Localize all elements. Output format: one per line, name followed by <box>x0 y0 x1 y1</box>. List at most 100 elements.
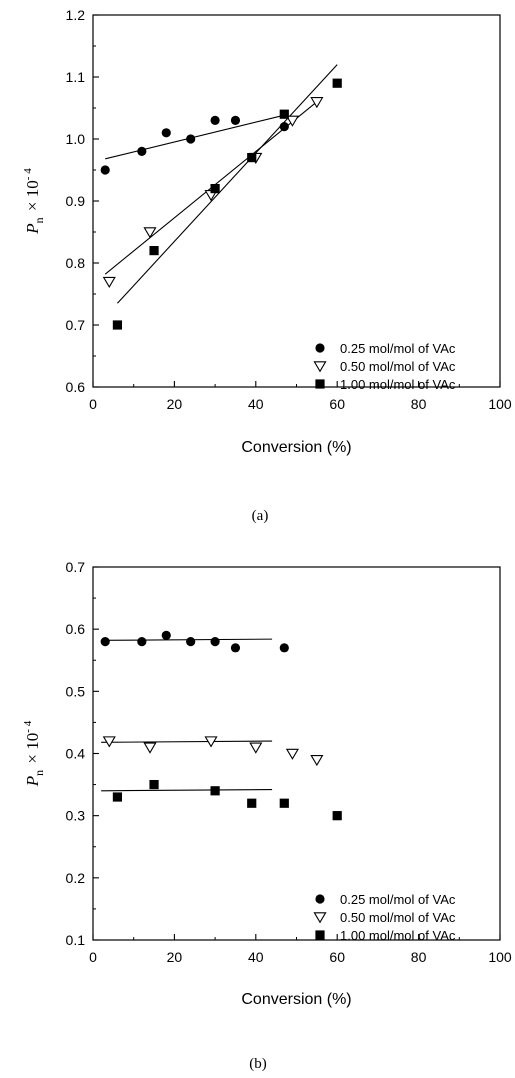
chart-b-series-2 <box>102 736 324 767</box>
chart-a-y-tick-label: 1.0 <box>66 131 86 147</box>
chart-a-y-tick-label: 0.6 <box>66 379 86 395</box>
chart-a-legend-marker-1 <box>315 343 325 353</box>
chart-a-series-3 <box>112 78 342 330</box>
chart-a-fit-line-3 <box>117 64 338 304</box>
chart-b-x-tick-label: 0 <box>89 949 97 965</box>
chart-b-y-tick-label: 0.3 <box>66 808 86 824</box>
chart-b-data-point <box>285 748 299 760</box>
chart-a-x-tick-label: 60 <box>329 396 345 412</box>
chart-a-data-point <box>112 320 123 330</box>
chart-a-x-axis-label: Conversion (%) <box>241 439 351 456</box>
chart-b-y-tick-label: 0.1 <box>66 932 86 948</box>
chart-a-y-label-symbol: P <box>23 223 42 234</box>
chart-a-data-point <box>332 78 342 88</box>
chart-a-legend-entry-1: 0.25 mol/mol of VAc <box>340 341 456 356</box>
chart-b: 0 20 40 60 80 100 0.1 0.2 0.3 0.4 0.5 0.6 0.7 Convers… <box>22 559 512 1008</box>
chart-a-data-point <box>230 115 241 125</box>
chart-a-legend-marker-2 <box>313 361 327 373</box>
chart-a-data-point <box>285 115 299 127</box>
chart-a-y-tick-label: 1.2 <box>66 7 86 23</box>
chart-b-fit-line-3 <box>101 789 273 792</box>
chart-b-x-tick-label: 60 <box>329 949 345 965</box>
panel-label-a: (a) <box>252 508 269 524</box>
chart-b-data-point <box>279 643 289 653</box>
chart-b-data-point <box>210 637 220 647</box>
chart-b-data-point <box>112 792 123 802</box>
chart-a-y-axis-label: Pn × 10- 4 <box>22 168 46 235</box>
chart-b-data-point <box>230 643 241 653</box>
chart-b-data-point <box>310 754 324 767</box>
chart-b-y-tick-label: 0.7 <box>66 559 86 575</box>
chart-b-data-point <box>149 779 159 790</box>
chart-b-x-axis-label: Conversion (%) <box>241 991 351 1008</box>
chart-b-data-point <box>210 786 220 796</box>
chart-b-data-point <box>137 637 147 647</box>
chart-a-x-tick-label: 80 <box>411 396 427 412</box>
chart-b-y-label-times: × 10 <box>23 733 42 768</box>
chart-a-fit-line-1 <box>105 113 289 160</box>
chart-b-legend-marker-1 <box>315 894 325 904</box>
chart-a-data-point <box>149 246 159 256</box>
chart-a-x-tick-label: 20 <box>167 396 183 412</box>
chart-a-plot-frame <box>92 14 501 388</box>
chart-b-legend-marker-2 <box>313 912 327 924</box>
chart-b-plot-frame <box>92 566 501 941</box>
chart-b-data-point <box>102 736 116 748</box>
chart-b-series-3 <box>112 779 342 821</box>
chart-a-data-point <box>186 134 196 144</box>
chart-a-legend-entry-3: 1.00 mol/mol of VAc <box>340 377 456 392</box>
chart-a-x-tick-label: 40 <box>248 396 264 412</box>
chart-b-y-tick-label: 0.2 <box>66 870 86 886</box>
chart-b-series-1 <box>100 630 289 653</box>
chart-a-legend-entry-2: 0.50 mol/mol of VAc <box>340 359 456 374</box>
chart-b-data-point <box>247 798 257 808</box>
chart-b-y-tick-label: 0.5 <box>66 683 86 699</box>
chart-a-x-tick-label: 0 <box>89 396 97 412</box>
chart-b-y-label-symbol: P <box>23 776 42 787</box>
chart-a-data-point <box>210 115 220 125</box>
chart-b-data-point <box>186 637 196 647</box>
chart-b-legend-entry-2: 0.50 mol/mol of VAc <box>340 910 456 925</box>
chart-a-data-point <box>247 153 257 163</box>
chart-a-series-1 <box>100 115 289 175</box>
chart-a-data-point <box>310 97 324 109</box>
chart-b-y-label-subscript: n <box>32 770 46 776</box>
chart-b-data-point <box>204 736 218 748</box>
chart-a-data-point <box>279 122 289 132</box>
chart-a-y-tick-label: 1.1 <box>66 69 86 85</box>
chart-b-data-point <box>100 637 110 647</box>
chart-b-x-tick-label: 40 <box>248 949 264 965</box>
chart-a-y-label-exponent: - 4 <box>22 168 34 180</box>
chart-a-data-point <box>102 276 116 289</box>
chart-a-y-label-subscript: n <box>32 217 46 223</box>
chart-b-x-tick-label: 100 <box>488 949 512 965</box>
chart-a-y-label-times: × 10 <box>23 180 42 215</box>
chart-a-data-point <box>279 109 289 119</box>
chart-b-data-point <box>249 742 263 754</box>
chart-a-data-point <box>137 146 147 156</box>
chart-a-data-point <box>161 128 171 138</box>
chart-b-y-axis-label: Pn × 10- 4 <box>22 720 46 787</box>
chart-b-legend-entry-3: 1.00 mol/mol of VAc <box>340 928 456 943</box>
chart-b-data-point <box>332 811 342 821</box>
chart-b-legend-marker-3 <box>315 930 325 940</box>
chart-b-data-point <box>143 742 157 754</box>
chart-b-y-tick-label: 0.6 <box>66 621 86 637</box>
chart-b-y-tick-label: 0.4 <box>66 746 86 762</box>
chart-a-x-tick-label: 100 <box>488 396 512 412</box>
chart-a-data-point <box>143 227 157 239</box>
chart-b-x-tick-label: 20 <box>167 949 183 965</box>
chart-b-legend-entry-1: 0.25 mol/mol of VAc <box>340 892 456 907</box>
chart-a-data-point <box>100 165 110 175</box>
chart-a-y-tick-label: 0.7 <box>66 317 86 333</box>
chart-a-y-tick-label: 0.9 <box>66 193 86 209</box>
chart-a-data-point <box>210 184 220 194</box>
chart-b-fit-line-2 <box>101 740 273 743</box>
panel-label-b: (b) <box>249 1056 267 1072</box>
chart-b-data-point <box>279 798 289 808</box>
chart-b-y-label-exponent: - 4 <box>22 720 34 732</box>
chart-b-x-tick-label: 80 <box>411 949 427 965</box>
chart-a-legend-marker-3 <box>315 379 325 389</box>
chart-a-y-tick-label: 0.8 <box>66 255 86 271</box>
